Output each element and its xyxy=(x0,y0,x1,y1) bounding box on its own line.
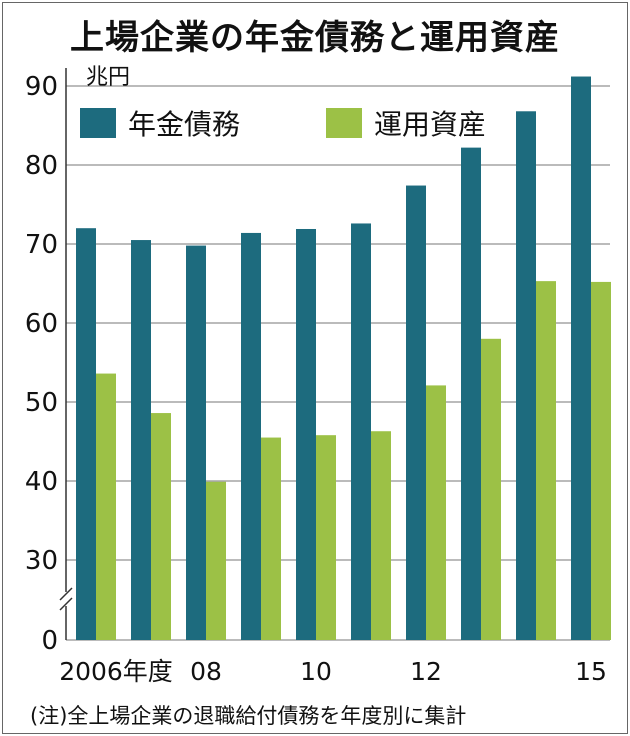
y-tick-label: 50 xyxy=(25,388,58,418)
x-tick-label: 12 xyxy=(410,657,442,686)
bar-assets xyxy=(481,338,501,640)
x-tick-label: 10 xyxy=(300,657,332,686)
bar-assets xyxy=(591,281,611,640)
bar-obligation xyxy=(516,111,536,640)
bars xyxy=(76,76,611,641)
legend-label: 運用資産 xyxy=(374,108,486,141)
legend-label: 年金債務 xyxy=(128,108,240,141)
bar-assets xyxy=(371,431,391,640)
legend-swatch xyxy=(326,108,362,138)
bar-assets xyxy=(96,373,116,640)
bar-obligation xyxy=(296,228,316,641)
bar-obligation xyxy=(461,147,481,640)
y-tick-label: 60 xyxy=(25,309,58,339)
y-tick-label: 40 xyxy=(25,467,58,497)
bar-obligation xyxy=(186,245,206,640)
legend: 年金債務 運用資産 xyxy=(80,108,486,141)
y-tick-label: 30 xyxy=(25,546,58,576)
chart-note: (注)全上場企業の退職給付債務を年度別に集計 xyxy=(30,704,467,728)
legend-swatch xyxy=(80,108,116,138)
y-tick-label: 80 xyxy=(25,151,58,181)
bar-obligation xyxy=(76,228,96,640)
x-tick-label: 15 xyxy=(575,657,607,686)
x-tick-label: 2006年度 xyxy=(59,657,173,686)
bar-assets xyxy=(316,435,336,640)
bar-assets xyxy=(536,281,556,640)
bar-assets xyxy=(151,413,171,640)
x-axis-labels: 2006年度 08 10 12 15 xyxy=(59,657,607,686)
unit-label: 兆円 xyxy=(86,65,130,90)
bar-obligation xyxy=(241,232,261,640)
y-tick-label: 0 xyxy=(41,626,58,656)
axis-break-mark xyxy=(59,587,73,611)
bar-obligation xyxy=(131,240,151,641)
chart-title: 上場企業の年金債務と運用資産 xyxy=(70,18,560,58)
x-tick-label: 08 xyxy=(190,657,222,686)
bar-obligation xyxy=(571,76,591,640)
bar-obligation xyxy=(406,185,426,641)
bar-obligation xyxy=(351,223,371,640)
bar-assets xyxy=(426,385,446,640)
bar-assets xyxy=(206,481,226,640)
y-tick-label: 90 xyxy=(25,72,58,102)
y-tick-label: 70 xyxy=(25,230,58,260)
y-axis: 0 30 40 50 60 70 80 90 兆円 xyxy=(25,65,130,656)
bar-assets xyxy=(261,437,281,640)
